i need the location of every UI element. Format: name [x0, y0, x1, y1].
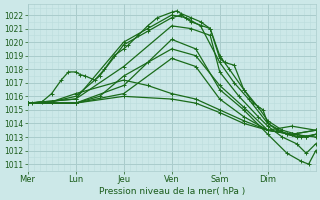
X-axis label: Pression niveau de la mer( hPa ): Pression niveau de la mer( hPa ) [99, 187, 245, 196]
